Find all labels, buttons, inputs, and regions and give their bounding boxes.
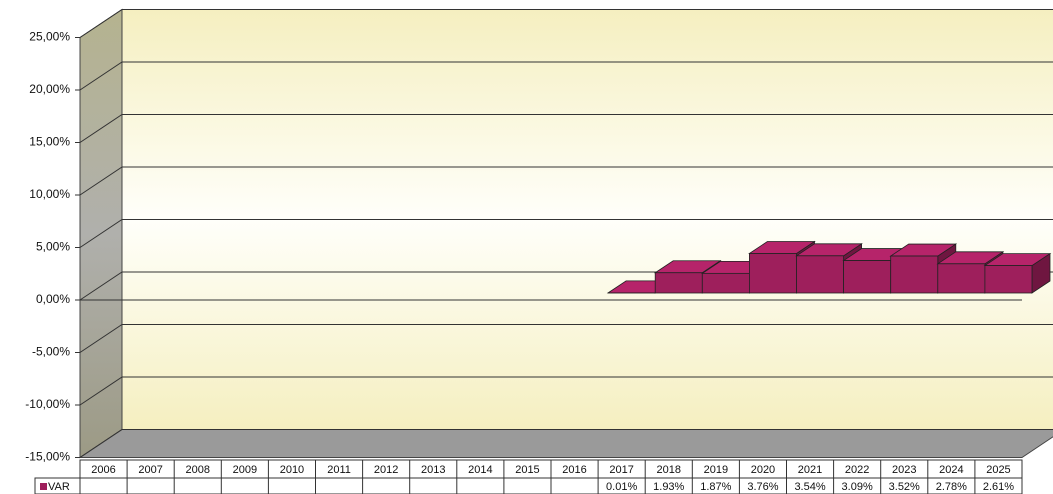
x-tick-label: 2012 [374, 464, 398, 476]
x-tick-label: 2014 [468, 464, 492, 476]
value-label: 1.87% [700, 481, 731, 493]
bar [654, 272, 703, 294]
x-tick-label: 2016 [562, 464, 586, 476]
bar [843, 260, 892, 294]
x-tick-label: 2013 [421, 464, 445, 476]
bar [937, 263, 986, 294]
y-tick-label: 10,00% [29, 187, 70, 201]
x-tick-label: 2008 [186, 464, 210, 476]
bar [749, 253, 797, 294]
legend-swatch [40, 483, 47, 490]
grid-line [79, 9, 1053, 38]
value-label: 3.76% [747, 481, 778, 493]
grid-line [79, 61, 1053, 91]
x-tick-label: 2017 [609, 464, 633, 476]
x-tick-label: 2023 [892, 464, 916, 476]
x-tick-label: 2018 [657, 464, 681, 476]
legend-label: VAR [48, 481, 70, 493]
y-tick-label: -10,00% [25, 397, 70, 411]
y-tick-label: 25,00% [29, 30, 70, 44]
x-tick-label: 2009 [233, 464, 257, 476]
y-tick-label: -5,00% [32, 345, 70, 359]
bar [701, 272, 750, 294]
x-tick-label: 2006 [91, 464, 115, 476]
y-tick-label: 5,00% [36, 240, 70, 254]
x-tick-label: 2019 [704, 464, 728, 476]
bar [796, 255, 844, 294]
bar [890, 255, 939, 294]
value-label: 2.78% [936, 481, 967, 493]
value-label: 0.01% [606, 481, 637, 493]
x-tick-label: 2011 [327, 464, 351, 476]
value-label: 3.09% [842, 481, 873, 493]
x-tick-label: 2020 [751, 464, 775, 476]
grid-line [79, 219, 1053, 248]
x-tick-label: 2024 [939, 464, 963, 476]
x-tick-label: 2021 [798, 464, 822, 476]
x-tick-label: 2015 [515, 464, 539, 476]
y-tick-label: -15,00% [25, 450, 70, 464]
x-tick-label: 2007 [138, 464, 162, 476]
x-tick-label: 2025 [986, 464, 1010, 476]
bar [984, 265, 1033, 294]
grid-line [79, 324, 1053, 353]
y-tick-label: 0,00% [36, 292, 70, 306]
grid-line [79, 429, 1053, 458]
grid-line [79, 114, 1053, 143]
value-label: 3.54% [794, 481, 825, 493]
grid-line [79, 166, 1053, 196]
x-tick-label: 2022 [845, 464, 869, 476]
y-tick-label: 15,00% [29, 135, 70, 149]
value-label: 2.61% [983, 481, 1014, 493]
grid-line [79, 376, 1053, 406]
value-label: 1.93% [653, 481, 684, 493]
floor [78, 429, 1053, 458]
x-tick-label: 2010 [280, 464, 304, 476]
value-label: 3.52% [889, 481, 920, 493]
y-tick-label: 20,00% [29, 82, 70, 96]
